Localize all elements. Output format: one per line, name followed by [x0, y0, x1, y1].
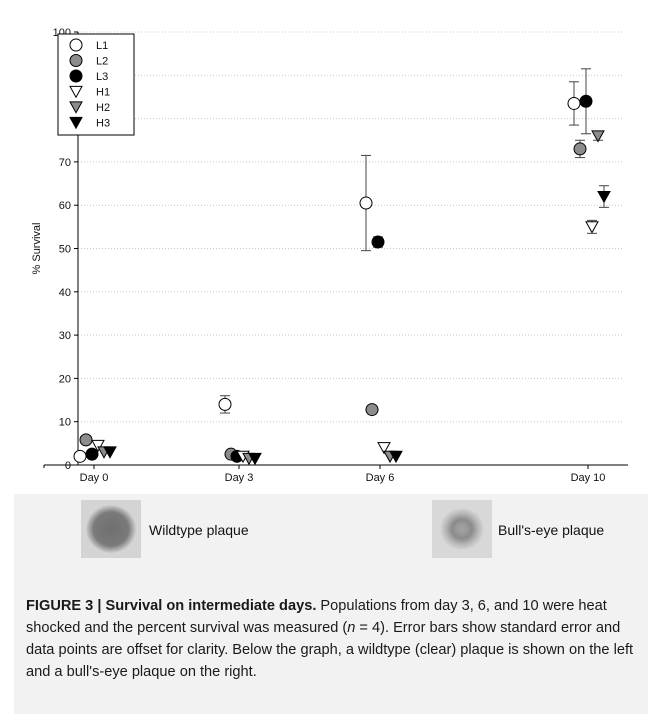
caption-title: FIGURE 3 | Survival on intermediate days… [26, 598, 317, 614]
x-tick-label: Day 0 [80, 472, 109, 484]
legend-marker-l1 [69, 38, 83, 52]
x-tick-label: Day 3 [225, 472, 254, 484]
plaque-row: Wildtype plaque Bull's-eye plaque [14, 500, 648, 564]
data-point-l1 [567, 96, 581, 110]
data-point-l2 [365, 403, 379, 417]
caption-text-a: Populations from day 3, 6, and 10 were h… [26, 598, 607, 636]
legend-marker-h1 [69, 85, 83, 99]
data-point-h3 [597, 190, 611, 204]
data-point-l2 [79, 433, 93, 447]
caption-text-b: = 4). Error bars show standard error and… [26, 620, 634, 680]
wildtype-plaque-label: Wildtype plaque [149, 522, 249, 538]
wildtype-plaque-image [81, 500, 141, 558]
legend-marker-h3 [69, 116, 83, 130]
y-tick-label: 60 [59, 200, 71, 212]
data-point-l3 [371, 235, 385, 249]
data-point-h3 [103, 446, 117, 459]
bullseye-plaque-image [432, 500, 492, 558]
legend-label: H1 [96, 87, 110, 99]
y-tick-label: 10 [59, 417, 71, 429]
data-point-l3 [85, 447, 99, 461]
y-tick-label: 0 [65, 460, 71, 472]
y-tick-label: 70 [59, 157, 71, 169]
data-point-h2 [591, 130, 605, 143]
data-point-h1 [91, 439, 105, 453]
legend-marker-l2 [69, 54, 83, 67]
legend-label: L2 [96, 56, 108, 68]
legend-marker-l3 [69, 69, 83, 83]
x-tick-label: Day 6 [366, 472, 395, 484]
data-point-l3 [579, 94, 593, 108]
caption-n-symbol: n [347, 620, 356, 636]
legend-label: H3 [96, 118, 110, 130]
data-point-l1 [218, 397, 232, 411]
data-point-h1 [377, 442, 391, 455]
legend-label: L1 [96, 40, 108, 52]
legend-label: H2 [96, 102, 110, 114]
data-point-h3 [248, 452, 262, 466]
legend-label: L3 [96, 71, 108, 83]
data-point-l2 [573, 142, 587, 156]
legend-marker-h2 [69, 101, 83, 114]
data-point-l1 [359, 196, 373, 210]
data-point-l1 [73, 449, 87, 463]
data-point-h1 [585, 221, 599, 234]
y-tick-label: 40 [59, 287, 71, 299]
y-tick-label: 20 [59, 373, 71, 385]
data-point-h3 [389, 450, 403, 464]
bullseye-plaque-label: Bull's-eye plaque [498, 522, 605, 538]
y-axis-label: % Survival [31, 223, 43, 275]
figure-caption: FIGURE 3 | Survival on intermediate days… [26, 595, 638, 683]
x-tick-label: Day 10 [571, 472, 606, 484]
y-tick-label: 30 [59, 330, 71, 342]
y-tick-label: 50 [59, 244, 71, 256]
